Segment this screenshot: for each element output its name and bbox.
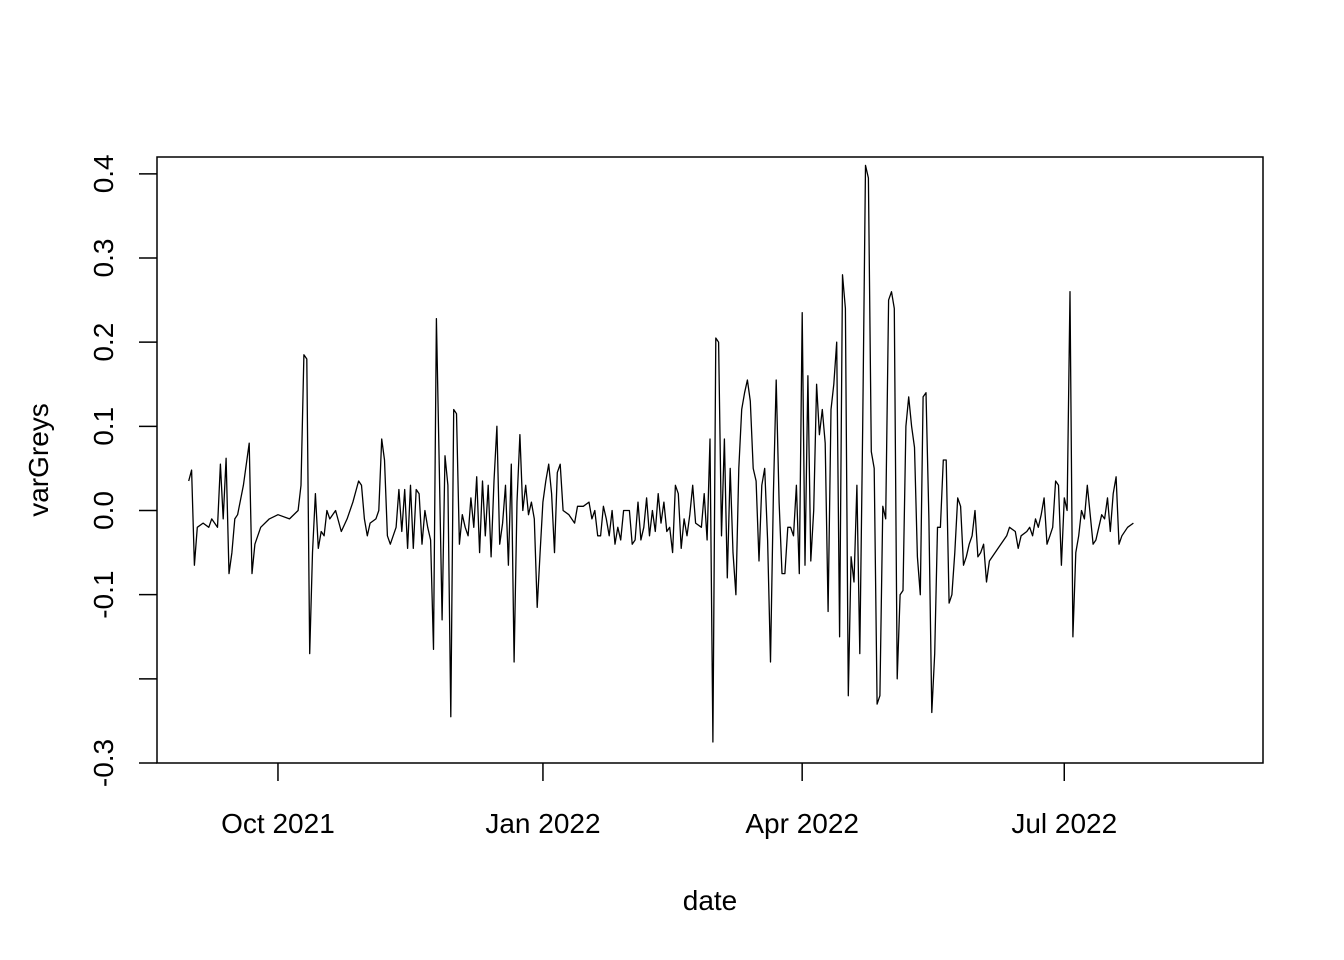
y-tick-label: 0.4 (88, 154, 119, 193)
x-tick-label: Jan 2022 (485, 808, 600, 839)
y-tick-label: 0.0 (88, 491, 119, 530)
plot-frame (156, 156, 1264, 764)
y-axis-title: varGreys (23, 403, 54, 517)
x-tick-label: Apr 2022 (745, 808, 859, 839)
x-tick-label: Jul 2022 (1011, 808, 1117, 839)
y-tick-label: -0.3 (88, 739, 119, 787)
y-tick-label: -0.1 (88, 571, 119, 619)
series-line (188, 164, 1134, 743)
y-tick-label: 0.2 (88, 323, 119, 362)
x-axis: Oct 2021 Jan 2022 Apr 2022 Jul 2022 (221, 763, 1117, 839)
x-axis-title: date (683, 885, 738, 916)
x-tick-label: Oct 2021 (221, 808, 335, 839)
y-tick-label: 0.1 (88, 407, 119, 446)
y-axis: -0.3 -0.1 0.0 0.1 0.2 0.3 0.4 (88, 154, 157, 787)
y-tick-label: 0.3 (88, 239, 119, 278)
